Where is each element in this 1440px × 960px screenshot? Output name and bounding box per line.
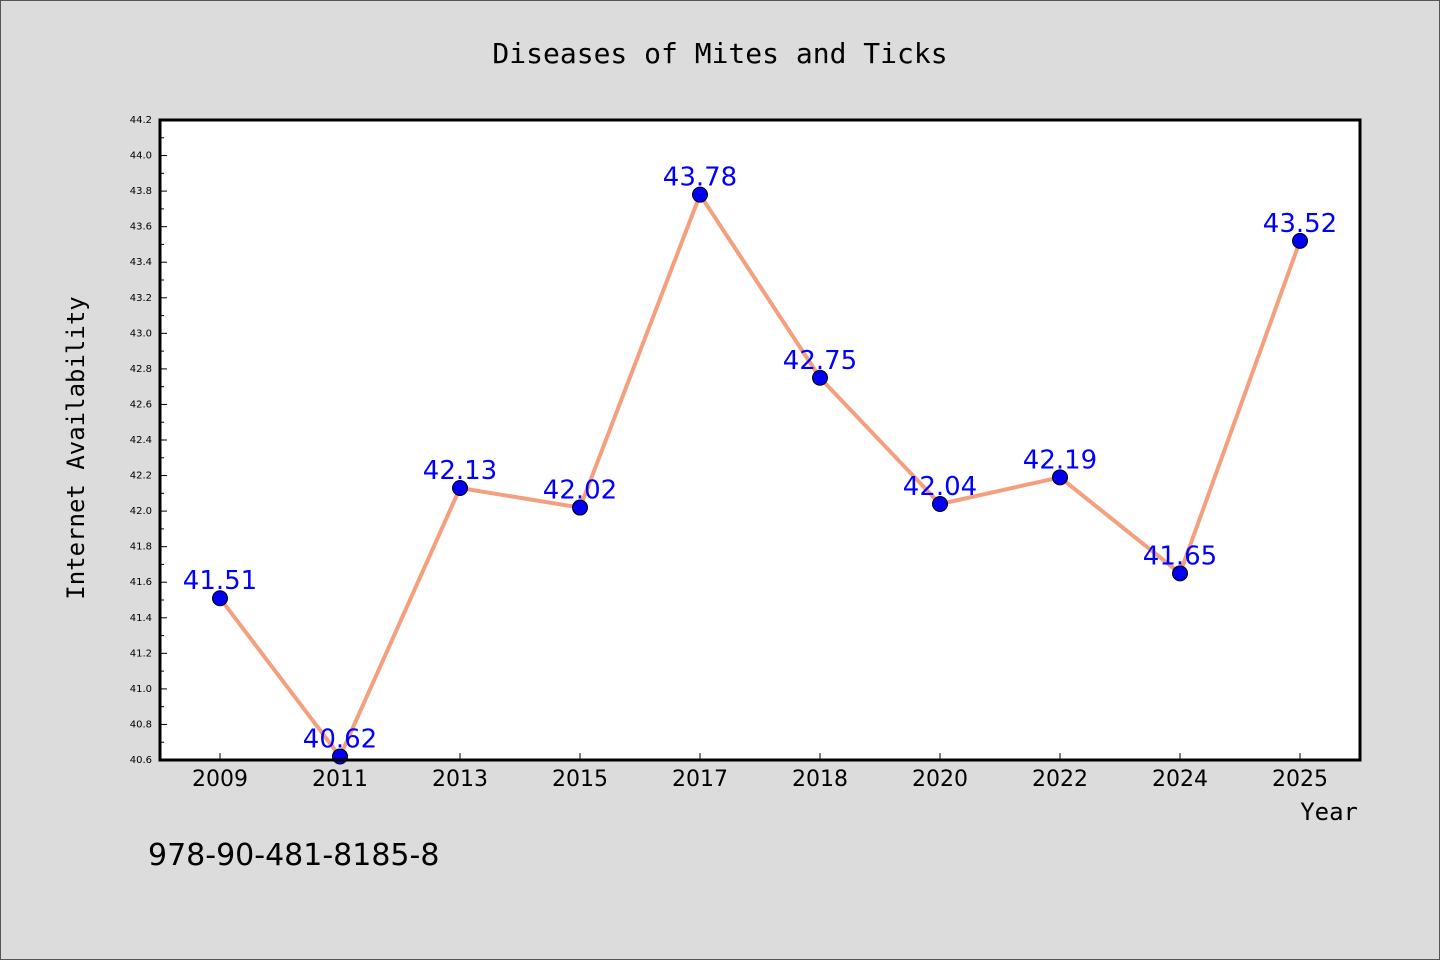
data-point [812, 369, 828, 386]
data-label: 43.78 [663, 163, 737, 193]
x-axis-ticks: 2009 2011 2013 2015 2017 2018 2020 2022 2024 2025 [192, 753, 1328, 792]
y-tick-label: 42.0 [130, 506, 152, 517]
y-tick-label: 43.6 [130, 222, 152, 233]
y-axis-label: Internet Availability [62, 296, 90, 599]
y-tick-label: 43.2 [130, 293, 152, 304]
data-point [1052, 469, 1068, 486]
y-tick-label: 40.8 [130, 719, 152, 730]
x-tick-label: 2020 [912, 767, 968, 792]
y-axis-ticks: 40.6 40.8 41.0 41.2 41.4 41.6 41.8 42.0 42.2 42.4… [130, 115, 167, 766]
data-point [452, 480, 468, 496]
data-point [1292, 232, 1308, 249]
data-label: 42.02 [543, 476, 617, 506]
plot-border [158, 118, 1362, 762]
x-tick-label: 2015 [552, 767, 608, 792]
data-label: 40.62 [303, 724, 377, 754]
x-tick-label: 2011 [312, 767, 368, 792]
data-points [212, 186, 1308, 765]
y-tick-label: 42.6 [130, 399, 152, 410]
x-tick-label: 2018 [792, 767, 848, 792]
y-tick-label: 44.2 [130, 115, 152, 126]
x-tick-label: 2009 [192, 767, 248, 792]
x-axis-label: Year [1300, 798, 1358, 826]
x-tick-label: 2022 [1032, 767, 1088, 792]
chart-title: Diseases of Mites and Ticks [492, 37, 947, 70]
y-tick-label: 42.4 [130, 435, 152, 446]
data-point [692, 186, 708, 203]
y-tick-label: 43.8 [130, 186, 152, 197]
data-label: 42.19 [1023, 445, 1097, 475]
x-tick-label: 2024 [1152, 767, 1208, 792]
isbn-text: 978-90-481-8185-8 [148, 838, 439, 873]
y-tick-label: 42.8 [130, 364, 152, 375]
data-label: 41.51 [183, 566, 257, 596]
y-tick-label: 41.2 [130, 648, 152, 659]
y-tick-label: 42.2 [130, 471, 152, 482]
data-label: 42.13 [423, 456, 497, 486]
y-tick-label: 41.8 [130, 542, 152, 553]
x-tick-label: 2025 [1272, 767, 1328, 792]
data-label: 42.04 [903, 472, 977, 502]
data-label: 43.52 [1263, 209, 1337, 239]
x-tick-label: 2013 [432, 767, 488, 792]
series-line [218, 192, 1302, 759]
y-tick-label: 40.6 [130, 755, 152, 766]
y-tick-label: 43.4 [130, 257, 152, 268]
y-tick-label: 44.0 [130, 151, 152, 162]
data-point [932, 496, 948, 512]
data-labels: 41.51 40.62 42.13 42.02 43.78 42.75 42.04 42.19… [183, 163, 1337, 755]
y-tick-label: 43.0 [130, 328, 152, 339]
x-tick-label: 2017 [672, 767, 728, 792]
data-point [212, 590, 228, 607]
y-tick-label: 41.4 [130, 613, 152, 624]
data-point [1172, 565, 1188, 582]
data-point [572, 499, 588, 516]
data-label: 41.65 [1143, 541, 1217, 571]
y-tick-label: 41.6 [130, 577, 152, 588]
plot-area [160, 120, 1360, 760]
data-label: 42.75 [783, 346, 857, 376]
y-tick-label: 41.0 [130, 684, 152, 695]
